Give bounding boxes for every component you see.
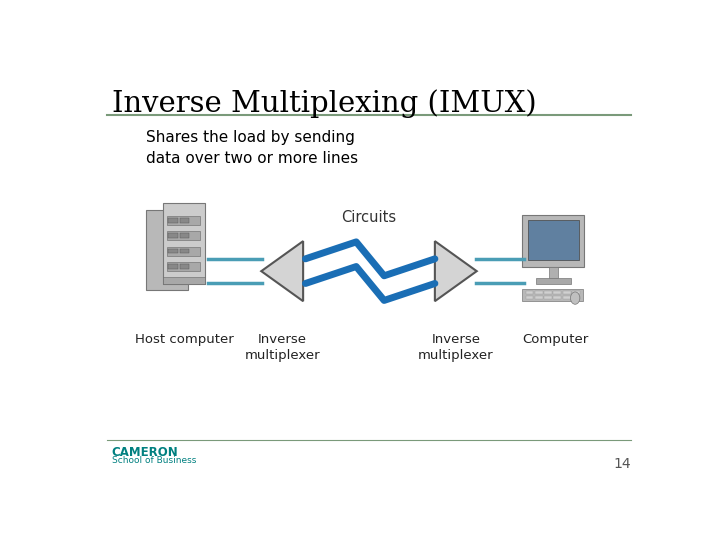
Text: Shares the load by sending
data over two or more lines: Shares the load by sending data over two…: [145, 130, 358, 166]
Bar: [167, 247, 200, 256]
Bar: [168, 218, 178, 222]
Text: CAMERON: CAMERON: [112, 446, 179, 459]
Text: Computer: Computer: [522, 333, 588, 346]
Bar: [544, 296, 552, 299]
Ellipse shape: [570, 292, 580, 304]
Bar: [180, 233, 189, 238]
Bar: [572, 291, 580, 294]
Bar: [523, 289, 583, 301]
Polygon shape: [435, 241, 477, 301]
Bar: [523, 215, 585, 267]
Polygon shape: [261, 241, 303, 301]
Bar: [167, 262, 200, 271]
Bar: [563, 291, 570, 294]
Bar: [163, 204, 205, 284]
Bar: [563, 296, 570, 299]
Bar: [535, 291, 543, 294]
Bar: [549, 267, 558, 278]
Text: Host computer: Host computer: [135, 333, 234, 346]
Bar: [167, 231, 200, 240]
Text: Inverse Multiplexing (IMUX): Inverse Multiplexing (IMUX): [112, 90, 536, 118]
Bar: [168, 264, 178, 269]
Bar: [168, 249, 178, 253]
Bar: [535, 296, 543, 299]
Text: Circuits: Circuits: [341, 210, 397, 225]
Bar: [528, 220, 579, 260]
Bar: [168, 233, 178, 238]
Bar: [572, 296, 580, 299]
Bar: [554, 291, 561, 294]
Bar: [167, 215, 200, 225]
Bar: [180, 218, 189, 222]
Bar: [180, 264, 189, 269]
Text: School of Business: School of Business: [112, 456, 196, 465]
Bar: [536, 278, 570, 284]
Text: Inverse
multiplexer: Inverse multiplexer: [244, 333, 320, 362]
Bar: [526, 296, 534, 299]
Bar: [526, 291, 534, 294]
Bar: [145, 210, 189, 291]
Text: Inverse
multiplexer: Inverse multiplexer: [418, 333, 494, 362]
Bar: [544, 291, 552, 294]
Bar: [180, 249, 189, 253]
Bar: [163, 278, 205, 284]
Text: 14: 14: [613, 457, 631, 471]
Bar: [554, 296, 561, 299]
